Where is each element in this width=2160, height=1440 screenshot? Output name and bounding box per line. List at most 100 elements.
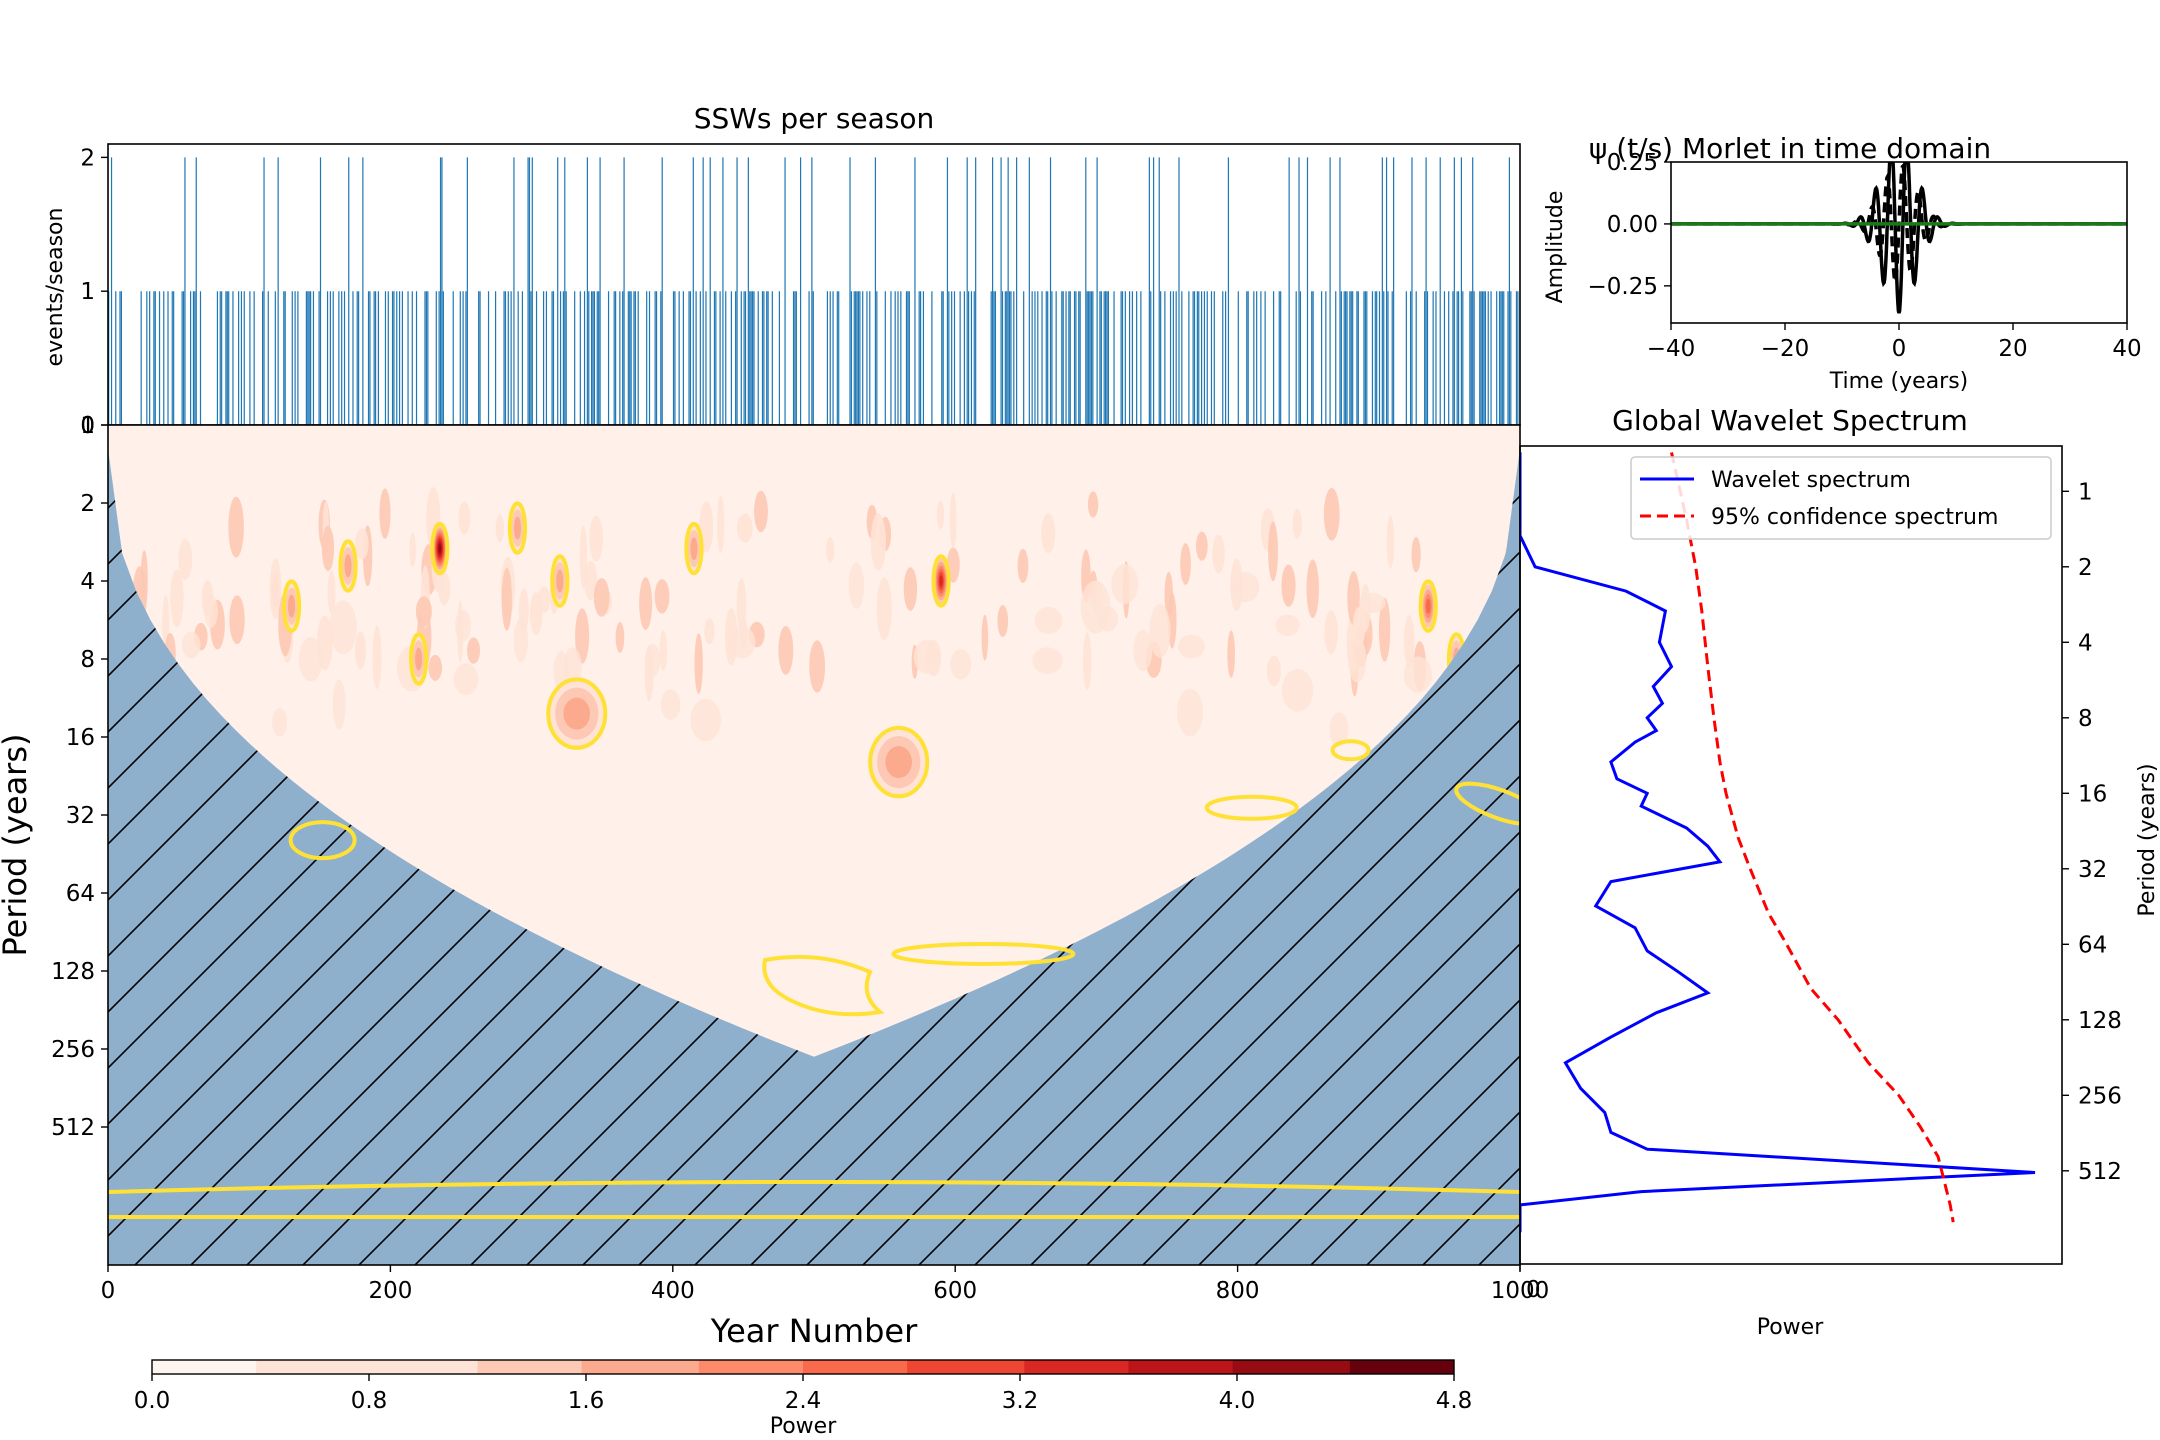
colorbar-tick-label: 0.0 (134, 1388, 171, 1414)
morlet-y-ticks: 0.25 0.00 −0.25 (1588, 150, 1671, 300)
colorbar-cell (152, 1360, 257, 1374)
power-ridge (936, 500, 945, 530)
power-ridge (354, 631, 366, 670)
power-hotspot (415, 647, 423, 671)
cone-of-influence (108, 448, 1520, 1265)
power-hotspot (344, 554, 352, 578)
colorbar-tick-label: 4.0 (1219, 1388, 1256, 1414)
colorbar-cells (152, 1360, 1455, 1374)
morlet-x-tick-label: −40 (1647, 336, 1696, 362)
wavelet-y-ticks: 1 2 4 8 16 32 64 128 256 512 0 (51, 413, 108, 1141)
morlet-y-tick-label: 0.00 (1607, 212, 1658, 238)
ssw-y-tick-label: 2 (80, 145, 95, 171)
power-ridge (848, 562, 865, 609)
power-ridge (1230, 572, 1260, 603)
global-spectrum-y-label: Period (years) (2135, 763, 2160, 916)
wavelet-x-tick-label: 1000 (1491, 1278, 1550, 1304)
power-hotspot (556, 569, 564, 593)
wavelet-power-panel: 1 2 4 8 16 32 64 128 256 512 0 0 200 400 600 800 1000 Y… (0, 413, 1549, 1350)
power-ridge (1212, 534, 1225, 574)
power-ridge (717, 495, 725, 554)
power-ridge (949, 492, 957, 549)
power-ridge (228, 496, 244, 558)
significance-contour (891, 941, 1076, 966)
power-ridge (736, 513, 753, 543)
colorbar-cell (803, 1360, 908, 1374)
colorbar-ticks: 0.0 0.8 1.6 2.4 3.2 4.0 4.8 (134, 1374, 1473, 1414)
power-ridge (826, 536, 835, 563)
significance-contour (684, 521, 704, 576)
power-ridge (332, 679, 346, 730)
power-ridge (1281, 668, 1314, 712)
power-ridge (1378, 597, 1391, 662)
wavelet-y-tick-label: 256 (51, 1037, 95, 1063)
wavelet-x-tick-label: 400 (651, 1278, 695, 1304)
morlet-y-tick-label: 0.25 (1607, 150, 1658, 176)
significance-contour (1330, 739, 1371, 762)
legend-box (1630, 456, 2052, 540)
power-ridge (754, 490, 768, 533)
global-spectrum-y-tick-label: 256 (2078, 1083, 2122, 1109)
power-ridge (1164, 571, 1173, 620)
coi-hatch (108, 448, 1520, 1265)
ssw-y-zero-label: 0 (80, 413, 95, 439)
colorbar-cell (1232, 1360, 1351, 1374)
global-spectrum-y-tick-label: 4 (2078, 630, 2093, 656)
global-spectrum-frame (1519, 445, 2063, 1265)
morlet-x-tick-label: 0 (1892, 336, 1907, 362)
significance-contour (288, 820, 357, 861)
power-ridge (1017, 548, 1029, 584)
power-ridge (467, 637, 481, 664)
power-ridge (654, 579, 670, 614)
wavelet-x-tick-label: 800 (1216, 1278, 1260, 1304)
significance-contour (507, 501, 528, 555)
wavelet-y-tick-label: 8 (80, 647, 95, 673)
colorbar-tick-label: 3.2 (1002, 1388, 1039, 1414)
colorbar-tick-label: 1.6 (568, 1388, 605, 1414)
significance-contour (409, 632, 429, 686)
power-ridge (1177, 688, 1203, 737)
ssw-bars (108, 157, 1519, 425)
power-hotspot (690, 537, 698, 561)
power-ridge (409, 532, 416, 568)
global-spectrum-y-tick-label: 8 (2078, 706, 2093, 732)
significance-contour (108, 1180, 1520, 1194)
colorbar-tick-label: 4.8 (1436, 1388, 1473, 1414)
power-ridge (1403, 656, 1432, 693)
global-spectrum-legend: Wavelet spectrum 95% confidence spectrum (1630, 456, 2052, 540)
power-ridge (1348, 637, 1367, 683)
power-ridge (660, 689, 681, 720)
wavelet-y-tick-label: 1 (80, 413, 95, 439)
power-ridge (269, 558, 282, 620)
power-ridge (1034, 606, 1063, 635)
power-ridge (736, 578, 747, 632)
significance-contour (1418, 579, 1438, 633)
global-spectrum-panel: Global Wavelet Spectrum 1 2 4 8 16 32 64 128 256… (1519, 404, 2160, 1340)
power-ridge (272, 708, 288, 737)
ssw-series-panel: SSWs per season 012 events/season (43, 102, 1521, 439)
wavelet-x-ticks: 0 200 400 600 800 1000 (101, 1265, 1550, 1304)
power-ridge (1275, 614, 1300, 637)
power-ridge (379, 488, 391, 539)
wavelet-y-tick-label: 16 (66, 725, 95, 751)
wavelet-x-tick-label: 200 (368, 1278, 412, 1304)
colorbar-cell (581, 1360, 700, 1374)
morlet-x-label: Time (years) (1829, 369, 1969, 394)
colorbar-cell (1024, 1360, 1129, 1374)
power-ridge (372, 625, 382, 690)
power-ridge (1386, 515, 1395, 569)
power-ridge (870, 513, 886, 571)
power-ridge (1111, 564, 1139, 605)
legend-entry: Wavelet spectrum (1711, 468, 1911, 493)
morlet-title: ψ (t/s) Morlet in time domain (1589, 132, 1991, 165)
power-ridge (1177, 634, 1205, 659)
power-ridge (321, 525, 335, 572)
power-ridge (458, 501, 471, 535)
significance-contour (550, 554, 570, 608)
power-ridge (950, 649, 972, 680)
power-ridge (204, 594, 218, 628)
power-ridge (428, 654, 443, 681)
ssw-y-label: events/season (43, 208, 68, 367)
confidence-spectrum-line (1670, 452, 1955, 1223)
